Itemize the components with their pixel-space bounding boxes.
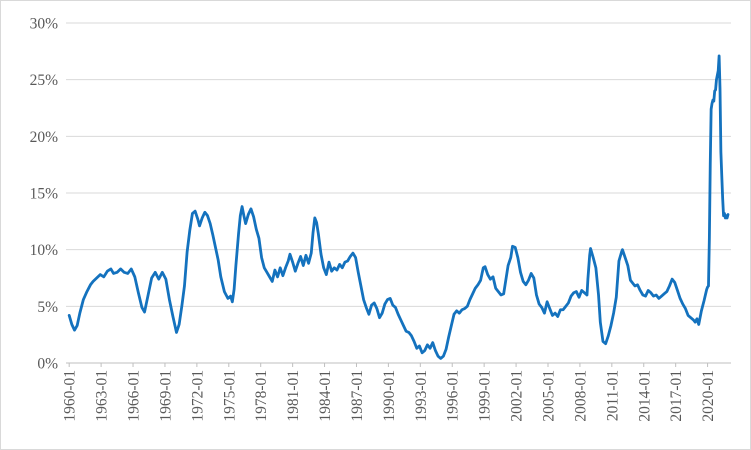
x-tick-label: 1969-01 (157, 370, 174, 422)
x-tick-label: 1960-01 (62, 370, 79, 422)
x-tick-label: 1990-01 (381, 370, 398, 422)
x-tick-label: 2005-01 (540, 370, 557, 422)
x-tick-label: 1981-01 (285, 370, 302, 422)
x-axis (66, 362, 731, 367)
x-tick-label: 1999-01 (477, 370, 494, 422)
gridlines (66, 22, 731, 307)
y-tick-label: 15% (30, 186, 59, 203)
x-tick-label: 1972-01 (189, 370, 206, 422)
x-tick-label: 1963-01 (94, 370, 111, 422)
x-tick-label: 2011-01 (604, 370, 621, 421)
y-tick-label: 10% (30, 242, 59, 259)
y-tick-label: 25% (30, 72, 59, 89)
x-tick-label: 1993-01 (413, 370, 430, 422)
data-series (67, 54, 730, 360)
x-tick-label: 2008-01 (572, 370, 589, 422)
y-tick-label: 20% (30, 129, 59, 146)
x-tick-label: 1984-01 (317, 370, 334, 422)
x-axis-labels: 1960-01 1963-01 1966-01 1969-01 1972-01 1975-… (62, 370, 717, 422)
x-tick-label: 2017-01 (668, 370, 685, 422)
y-tick-label: 0% (37, 356, 58, 373)
x-tick-label: 1987-01 (349, 370, 366, 422)
x-tick-label: 1966-01 (126, 370, 143, 422)
series-line (67, 54, 730, 360)
x-tick-label: 2014-01 (636, 370, 653, 422)
x-tick-label: 1996-01 (445, 370, 462, 422)
y-tick-label: 30% (30, 16, 59, 33)
x-tick-label: 2020-01 (700, 370, 717, 422)
y-tick-label: 5% (37, 299, 58, 316)
x-tick-label: 1975-01 (221, 370, 238, 422)
x-tick-label: 1978-01 (253, 370, 270, 422)
x-tick-label: 2002-01 (509, 370, 526, 422)
y-axis-labels: 0% 5% 10% 15% 20% 25% 30% (30, 16, 59, 373)
